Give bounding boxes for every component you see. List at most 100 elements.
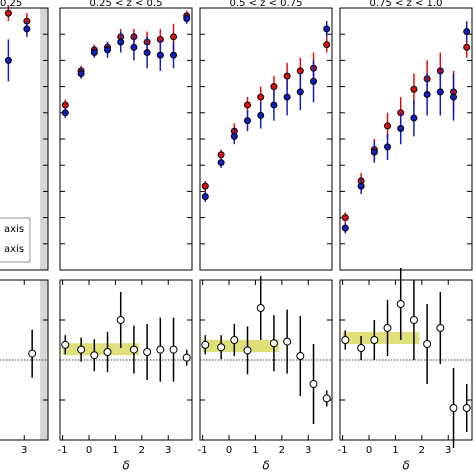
x-axis-label: δ [122, 459, 129, 473]
data-point [436, 88, 444, 96]
data-point [4, 56, 12, 64]
panel: 0.25 < z̄ < 0.5 [59, 0, 193, 271]
data-point [462, 404, 471, 412]
data-point [270, 83, 278, 91]
panel-frame [199, 7, 333, 271]
data-point [129, 345, 138, 354]
data-point [170, 33, 178, 41]
data-point [270, 101, 278, 109]
panel-frame [0, 7, 49, 271]
data-point [230, 132, 238, 140]
data-point [156, 51, 164, 59]
panel-title: 0.25 < z̄ < 0.5 [90, 0, 163, 9]
panel-title: 0.5 < z̄ < 0.75 [230, 0, 303, 9]
data-point [463, 28, 471, 36]
x-tick-label: 2 [139, 445, 145, 456]
panel: 0.5 < z̄ < 0.75 [199, 0, 333, 271]
data-point [156, 345, 165, 354]
panel: -1 0 1 2 3 δ [338, 268, 473, 473]
data-point [90, 49, 98, 57]
data-point [90, 351, 99, 360]
data-point [409, 316, 418, 324]
data-point [61, 340, 70, 349]
panel-title: 0.25 [0, 0, 22, 9]
x-tick-label: 3 [305, 445, 311, 456]
data-point [217, 159, 225, 167]
data-point [169, 345, 178, 354]
x-tick-label: 3 [445, 445, 451, 456]
panel-title: 0.75 < z̄ < 1.0 [370, 0, 443, 9]
panel-frame [339, 279, 473, 441]
data-point [410, 114, 418, 122]
data-point [257, 111, 265, 119]
legend-box [0, 217, 31, 263]
data-point [436, 324, 445, 332]
x-axis-label: δ [402, 459, 409, 473]
data-point [230, 336, 239, 344]
data-point [423, 340, 432, 348]
data-point [183, 14, 191, 22]
x-tick-label: 3 [21, 445, 27, 456]
data-point [310, 77, 318, 85]
panel: 0.75 < z̄ < 1.0 [339, 0, 473, 271]
data-point [370, 336, 379, 344]
data-point [423, 90, 431, 98]
panel-frame [0, 279, 49, 441]
data-point [269, 339, 278, 348]
panel: -1 0 1 2 3 δ [198, 276, 333, 473]
data-point [143, 49, 151, 57]
panel: 0.25 axis axis [0, 0, 49, 271]
data-point [170, 51, 178, 59]
data-point [323, 25, 331, 33]
data-point [130, 43, 138, 51]
data-point [357, 344, 366, 352]
x-tick-label: 0 [86, 445, 92, 456]
x-tick-label: -1 [198, 445, 208, 456]
data-point [117, 38, 125, 46]
data-point [449, 404, 458, 412]
shaded-band [40, 280, 48, 440]
data-point [217, 343, 226, 352]
x-tick-label: 1 [392, 445, 398, 456]
panel-frame [199, 279, 333, 441]
data-point [116, 316, 125, 324]
panel-frame [339, 7, 473, 271]
data-point [201, 340, 210, 349]
data-point [23, 25, 31, 33]
x-axis-label: δ [262, 459, 269, 473]
data-point [463, 43, 471, 51]
panel: 3 [0, 279, 49, 456]
data-point [370, 148, 378, 156]
data-point [4, 9, 12, 17]
data-point [357, 182, 365, 190]
x-tick-label: -1 [58, 445, 68, 456]
model-band [202, 340, 280, 352]
model-band [342, 332, 420, 344]
legend: axis axis [0, 217, 31, 263]
data-point [244, 101, 252, 109]
x-tick-label: -1 [338, 445, 348, 456]
data-point [410, 85, 418, 93]
data-point [296, 88, 304, 96]
data-point [396, 300, 405, 308]
data-point [384, 143, 392, 151]
data-point [256, 304, 265, 312]
data-point [450, 93, 458, 101]
data-point [201, 193, 209, 201]
data-point [217, 151, 225, 159]
data-point [309, 380, 318, 388]
data-point [283, 337, 292, 346]
data-point [341, 224, 349, 232]
data-point [296, 67, 304, 75]
data-point [104, 46, 112, 54]
data-point [77, 345, 86, 354]
data-point [341, 214, 349, 222]
data-point [323, 41, 331, 49]
panel: -1 0 1 2 3 δ [58, 279, 193, 473]
data-point [201, 182, 209, 190]
data-point [244, 117, 252, 125]
data-point [397, 125, 405, 133]
data-point [28, 349, 37, 358]
model-band [62, 343, 140, 356]
